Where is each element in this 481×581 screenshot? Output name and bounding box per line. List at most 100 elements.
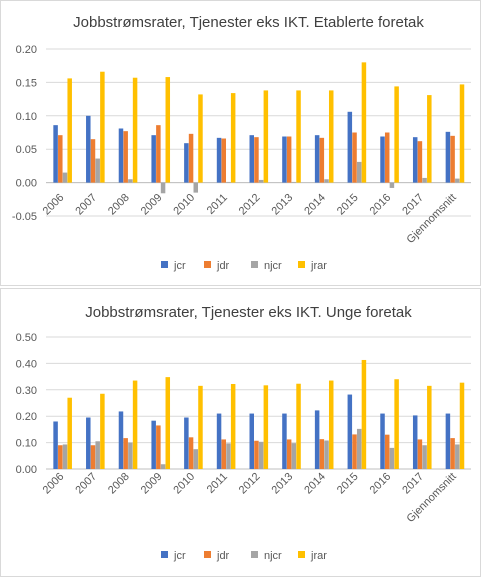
- bar-jdr: [188, 133, 194, 183]
- bar-jdr: [450, 438, 455, 469]
- legend-swatch-jcr: [161, 261, 168, 268]
- bar-njcr: [62, 172, 68, 183]
- bar-jrar: [132, 380, 138, 469]
- bar-jdr: [90, 445, 96, 469]
- y-tick-label: 0.15: [16, 77, 37, 89]
- y-tick-label: 0.30: [16, 385, 37, 397]
- x-tick-label: 2014: [302, 471, 328, 497]
- bar-njcr: [226, 181, 231, 183]
- bar-jcr: [445, 131, 451, 183]
- bar-njcr: [226, 443, 231, 469]
- bar-jdr: [123, 438, 128, 469]
- bar-jcr: [282, 136, 287, 183]
- bar-jrar: [165, 77, 171, 183]
- y-tick-label: 0.50: [16, 332, 37, 344]
- bar-njcr: [258, 179, 264, 183]
- bar-jcr: [347, 111, 353, 183]
- x-tick-label: 2007: [73, 471, 99, 497]
- bar-njcr: [193, 182, 199, 193]
- bar-jcr: [118, 128, 124, 183]
- x-tick-label: 2011: [205, 471, 230, 496]
- bar-jrar: [100, 71, 105, 183]
- legend-swatch-jrar: [298, 261, 305, 268]
- bar-jrar: [296, 90, 301, 183]
- bar-jdr: [286, 439, 292, 469]
- legend-label-jcr: jcr: [173, 260, 186, 272]
- bar-jdr: [156, 125, 161, 183]
- bar-jcr: [53, 125, 58, 183]
- y-tick-label: 0.10: [16, 111, 37, 123]
- bar-jdr: [221, 439, 227, 469]
- x-tick-label: 2006: [41, 192, 67, 218]
- x-tick-label: 2013: [270, 471, 296, 497]
- y-tick-label: 0.00: [16, 464, 37, 476]
- bar-jdr: [254, 440, 259, 469]
- bar-njcr: [389, 182, 395, 188]
- bar-njcr: [389, 447, 395, 469]
- bar-jrar: [230, 383, 236, 469]
- y-tick-label: 0.10: [16, 438, 37, 450]
- bar-jrar: [394, 379, 399, 469]
- legend-label-njcr: njcr: [264, 550, 282, 562]
- bar-jdr: [254, 137, 259, 183]
- bar-njcr: [62, 444, 68, 469]
- bar-jcr: [86, 417, 91, 469]
- chart-etablerte: Jobbstrømsrater, Tjenester eks IKT. Etab…: [12, 14, 471, 272]
- bar-jcr: [282, 413, 287, 469]
- bar-jrar: [230, 93, 236, 183]
- bar-njcr: [95, 441, 100, 469]
- bar-jrar: [296, 383, 301, 469]
- x-tick-label: 2009: [139, 471, 165, 497]
- bar-jcr: [151, 135, 156, 183]
- bar-jcr: [445, 413, 451, 469]
- bar-jdr: [384, 434, 390, 469]
- x-tick-label: 2008: [106, 192, 132, 218]
- legend-label-jrar: jrar: [310, 260, 327, 272]
- bar-jrar: [427, 385, 432, 469]
- x-tick-label: 2016: [368, 192, 394, 218]
- bar-njcr: [193, 449, 199, 469]
- bar-jcr: [86, 115, 91, 183]
- legend-swatch-njcr: [251, 261, 258, 268]
- bar-njcr: [324, 440, 329, 469]
- bar-njcr: [291, 181, 297, 183]
- bar-jrar: [67, 78, 72, 183]
- bar-jdr: [417, 141, 423, 183]
- bar-jdr: [156, 425, 161, 469]
- y-tick-label: 0.05: [16, 144, 37, 156]
- bar-jrar: [361, 62, 367, 183]
- bar-jdr: [352, 434, 357, 469]
- bar-jrar: [361, 359, 367, 469]
- bar-jdr: [221, 138, 227, 183]
- x-tick-label: 2017: [400, 192, 426, 218]
- bar-jdr: [450, 135, 455, 183]
- x-tick-label: 2013: [270, 192, 296, 218]
- bar-jrar: [328, 380, 334, 469]
- bar-jcr: [216, 137, 222, 183]
- bar-njcr: [455, 444, 460, 469]
- bar-jcr: [314, 135, 320, 183]
- bar-jdr: [123, 131, 128, 183]
- bar-njcr: [258, 441, 264, 469]
- legend-label-jrar: jrar: [310, 550, 327, 562]
- x-tick-label: 2010: [171, 471, 197, 497]
- bar-njcr: [422, 445, 427, 469]
- x-tick-label: 2007: [73, 192, 99, 218]
- legend-swatch-njcr: [251, 551, 258, 558]
- x-tick-label: 2015: [335, 192, 361, 218]
- y-tick-label: -0.05: [12, 211, 37, 223]
- bar-jdr: [352, 132, 357, 183]
- bar-jcr: [151, 420, 156, 469]
- chart-title: Jobbstrømsrater, Tjenester eks IKT. Unge…: [85, 304, 412, 321]
- x-tick-label: 2011: [205, 192, 230, 217]
- bar-jcr: [380, 413, 385, 469]
- y-tick-label: 0.20: [16, 411, 37, 423]
- bar-njcr: [422, 177, 427, 183]
- bar-jdr: [319, 137, 325, 183]
- bar-njcr: [160, 182, 166, 194]
- legend-label-jdr: jdr: [216, 260, 230, 272]
- bar-njcr: [128, 442, 133, 469]
- bar-jdr: [286, 136, 292, 183]
- bar-jrar: [427, 95, 432, 183]
- bar-jcr: [53, 421, 58, 469]
